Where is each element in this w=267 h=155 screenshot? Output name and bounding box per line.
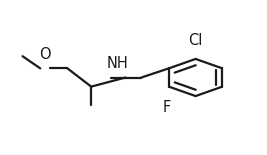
Text: F: F xyxy=(163,100,171,115)
Text: O: O xyxy=(39,47,51,62)
Text: NH: NH xyxy=(107,56,128,71)
Text: Cl: Cl xyxy=(189,33,203,48)
